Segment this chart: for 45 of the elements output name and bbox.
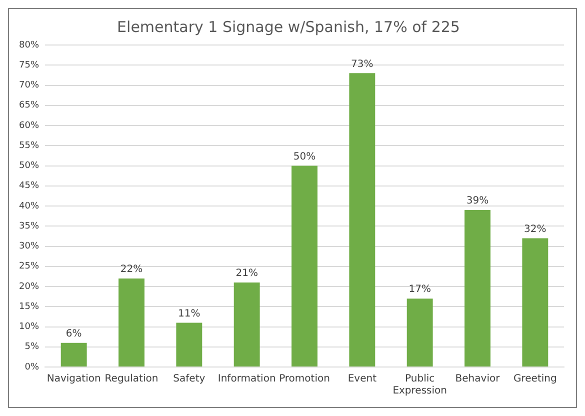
y-tick-label: 50% — [18, 161, 40, 172]
y-tick-label: 0% — [24, 362, 40, 372]
x-tick-label: Navigation — [46, 374, 101, 385]
y-tick-label: 80% — [18, 40, 40, 50]
y-tick-label: 35% — [18, 221, 40, 232]
bar — [234, 282, 260, 366]
y-tick-label: 15% — [18, 302, 40, 312]
x-tick-label: Event — [348, 374, 377, 385]
data-label: 11% — [178, 308, 200, 320]
x-tick-label: Safety — [173, 374, 206, 385]
data-label: 21% — [236, 268, 258, 280]
y-tick-label: 55% — [18, 140, 40, 151]
x-tick-label: Regulation — [104, 374, 158, 385]
y-tick-label: 5% — [24, 342, 40, 352]
data-label: 22% — [120, 264, 143, 276]
y-tick-label: 30% — [18, 242, 40, 252]
data-label: 39% — [466, 196, 489, 207]
x-tick-label: Greeting — [513, 374, 557, 385]
y-tick-label: 10% — [18, 322, 40, 332]
x-tick-label: Information — [218, 374, 276, 385]
data-label: 17% — [408, 284, 431, 296]
bar — [292, 166, 318, 366]
data-label: 6% — [66, 328, 82, 340]
bar — [522, 238, 548, 366]
bar — [60, 342, 87, 366]
y-tick-label: 40% — [18, 201, 40, 212]
data-label: 73% — [351, 58, 374, 70]
y-tick-label: 70% — [18, 80, 40, 91]
y-tick-label: 25% — [18, 262, 40, 272]
bar — [349, 73, 376, 366]
chart-title: Elementary 1 Signage w/Spanish, 17% of 225 — [117, 18, 460, 36]
bar — [176, 322, 202, 366]
x-tick-label: Public Expression — [392, 374, 447, 397]
x-tick-label: Behavior — [455, 374, 501, 385]
y-tick-label: 60% — [18, 120, 40, 131]
y-tick-label: 65% — [18, 100, 40, 111]
y-tick-label: 20% — [18, 282, 40, 292]
bar — [464, 210, 490, 366]
data-label: 32% — [524, 224, 546, 235]
y-tick-label: 45% — [18, 181, 40, 192]
y-tick-label: 75% — [18, 60, 40, 70]
bar — [406, 298, 433, 366]
data-label: 50% — [293, 151, 316, 162]
bar — [118, 278, 144, 366]
x-tick-label: Promotion — [279, 374, 330, 385]
